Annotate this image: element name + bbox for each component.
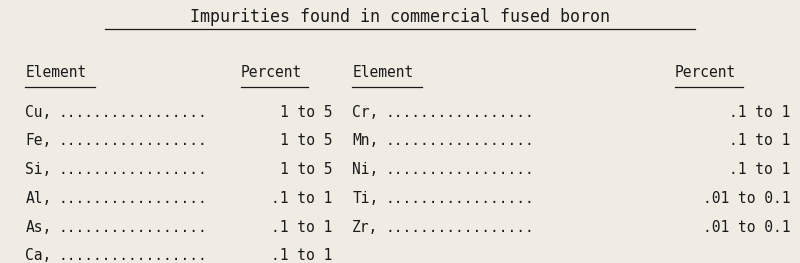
Text: .1 to 1: .1 to 1 <box>271 191 332 206</box>
Text: Mn,: Mn, <box>352 133 378 148</box>
Text: .................: ................. <box>386 191 534 206</box>
Text: .................: ................. <box>58 105 207 120</box>
Text: .................: ................. <box>386 220 534 235</box>
Text: Percent: Percent <box>675 65 736 80</box>
Text: .................: ................. <box>386 162 534 177</box>
Text: .................: ................. <box>58 133 207 148</box>
Text: Impurities found in commercial fused boron: Impurities found in commercial fused bor… <box>190 8 610 26</box>
Text: .01 to 0.1: .01 to 0.1 <box>703 220 790 235</box>
Text: .................: ................. <box>386 105 534 120</box>
Text: Cu,: Cu, <box>26 105 51 120</box>
Text: Zr,: Zr, <box>352 220 378 235</box>
Text: 1 to 5: 1 to 5 <box>280 162 332 177</box>
Text: .01 to 0.1: .01 to 0.1 <box>703 191 790 206</box>
Text: Cr,: Cr, <box>352 105 378 120</box>
Text: As,: As, <box>26 220 51 235</box>
Text: Ti,: Ti, <box>352 191 378 206</box>
Text: Fe,: Fe, <box>26 133 51 148</box>
Text: .................: ................. <box>58 220 207 235</box>
Text: Al,: Al, <box>26 191 51 206</box>
Text: .................: ................. <box>386 133 534 148</box>
Text: Element: Element <box>26 65 86 80</box>
Text: .................: ................. <box>58 162 207 177</box>
Text: Ca,: Ca, <box>26 248 51 263</box>
Text: 1 to 5: 1 to 5 <box>280 133 332 148</box>
Text: .1 to 1: .1 to 1 <box>730 162 790 177</box>
Text: .1 to 1: .1 to 1 <box>271 220 332 235</box>
Text: .1 to 1: .1 to 1 <box>730 133 790 148</box>
Text: .1 to 1: .1 to 1 <box>730 105 790 120</box>
Text: .................: ................. <box>58 248 207 263</box>
Text: Element: Element <box>352 65 414 80</box>
Text: Ni,: Ni, <box>352 162 378 177</box>
Text: .................: ................. <box>58 191 207 206</box>
Text: Si,: Si, <box>26 162 51 177</box>
Text: 1 to 5: 1 to 5 <box>280 105 332 120</box>
Text: .1 to 1: .1 to 1 <box>271 248 332 263</box>
Text: Percent: Percent <box>241 65 302 80</box>
